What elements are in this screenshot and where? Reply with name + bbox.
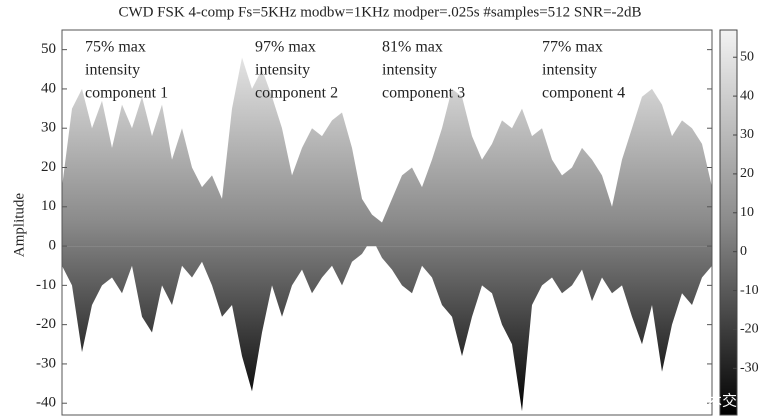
y-tick-label: 10 — [41, 198, 56, 214]
y-axis-label: Amplitude — [11, 193, 27, 258]
y-tick-label: 50 — [41, 41, 56, 57]
y-tick-label: 20 — [41, 159, 56, 175]
colorbar-tick-label: 0 — [740, 244, 747, 259]
y-tick-label: 0 — [49, 238, 57, 254]
colorbar-tick-label: 20 — [740, 166, 754, 181]
colorbar-tick-label: 10 — [740, 205, 754, 220]
lower-area — [62, 238, 712, 412]
annotation: intensity — [255, 62, 310, 79]
annotation: component 1 — [85, 85, 168, 102]
annotation: 75% max — [85, 39, 146, 56]
y-tick-label: -10 — [36, 277, 56, 293]
colorbar-tick-label: -30 — [740, 361, 759, 376]
y-tick-label: -30 — [36, 355, 56, 371]
upper-area — [62, 57, 712, 247]
colorbar-tick-label: 40 — [740, 88, 754, 103]
colorbar-tick-label: 50 — [740, 49, 754, 64]
colorbar-tick-label: -10 — [740, 283, 759, 298]
annotation: intensity — [85, 62, 140, 79]
annotation: component 3 — [382, 85, 465, 102]
annotation: 97% max — [255, 39, 316, 56]
annotation: intensity — [542, 62, 597, 79]
y-tick-label: -40 — [36, 395, 56, 411]
annotation: intensity — [382, 62, 437, 79]
watermark: 系统技术交流 — [662, 392, 752, 410]
annotation: 81% max — [382, 39, 443, 56]
annotation: component 2 — [255, 85, 338, 102]
plot-frame — [61, 29, 713, 416]
colorbar — [719, 29, 738, 416]
chart-title: CWD FSK 4-comp Fs=5KHz modbw=1KHz modper… — [118, 4, 641, 20]
colorbar-tick-label: -20 — [740, 322, 759, 337]
colorbar-tick-label: 30 — [740, 127, 754, 142]
y-tick-label: -20 — [36, 316, 56, 332]
annotation: component 4 — [542, 85, 625, 102]
y-tick-label: 40 — [41, 80, 56, 96]
annotation: 77% max — [542, 39, 603, 56]
y-tick-label: 30 — [41, 120, 56, 136]
